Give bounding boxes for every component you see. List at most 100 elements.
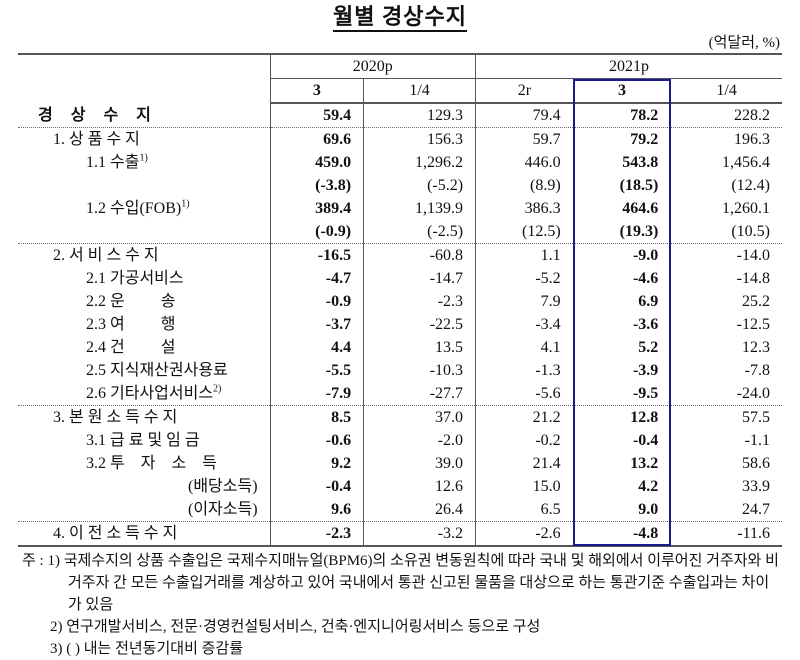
table-row: (-0.9) (-2.5) (12.5) (19.3) (10.5) [18, 220, 782, 244]
value-cell: 1,260.1 [670, 197, 782, 220]
row-label-text: 2.1 가공서비스 [86, 270, 184, 287]
value-cell: 12.3 [670, 336, 782, 359]
value-cell: (12.4) [670, 174, 782, 197]
row-label-text: 2.5 지식재산권사용료 [86, 362, 228, 379]
value-cell: 59.4 [269, 103, 364, 128]
value-cell: -16.5 [269, 243, 364, 267]
table-row: 1.2 수입(FOB)1) 389.4 1,139.9 386.3 464.6 1,260… [18, 197, 782, 220]
value-cell: -4.7 [269, 267, 364, 290]
note-text: 1) 국제수지의 상품 수출입은 국제수지매뉴얼(BPM6)의 소유권 변동원칙… [47, 553, 644, 569]
month-header: 1/4 [363, 78, 476, 104]
value-cell: -5.2 [475, 267, 574, 290]
year-header: 2021p [475, 53, 782, 79]
value-cell: 464.6 [572, 197, 671, 220]
value-cell: -1.3 [475, 359, 574, 382]
value-cell: -2.0 [363, 429, 476, 452]
row-label: 1.1 수출1) [18, 151, 270, 174]
value-cell: -11.6 [670, 521, 782, 547]
value-cell: (10.5) [670, 220, 782, 244]
value-cell: (18.5) [572, 174, 671, 197]
footnote-marker: 1) [181, 198, 190, 210]
value-cell: -5.5 [269, 359, 364, 382]
value-cell: 9.6 [269, 498, 364, 522]
value-cell: (8.9) [475, 174, 574, 197]
row-label: 2.2 운 송 [18, 290, 270, 313]
value-cell: -2.3 [269, 521, 364, 547]
value-cell: (-5.2) [363, 174, 476, 197]
value-cell: 57.5 [670, 405, 782, 429]
value-cell: -3.2 [363, 521, 476, 547]
table-row: 2.5 지식재산권사용료 -5.5 -10.3 -1.3 -3.9 -7.8 [18, 359, 782, 382]
value-cell: 37.0 [363, 405, 476, 429]
footnote-marker: 2) [213, 383, 222, 395]
value-cell: 446.0 [475, 151, 574, 174]
table-row: 1.1 수출1) 459.0 1,296.2 446.0 543.8 1,456.4 [18, 151, 782, 174]
row-label [18, 174, 270, 197]
note-text: 대상으로 하는 통관기준 수출입과는 차이가 있음 [68, 575, 770, 613]
month-header: 3 [269, 78, 364, 104]
value-cell: -3.9 [572, 359, 671, 382]
value-cell: 4.2 [572, 475, 671, 498]
value-cell: 1,456.4 [670, 151, 782, 174]
value-cell: -22.5 [363, 313, 476, 336]
value-cell: (12.5) [475, 220, 574, 244]
row-label: (이자소득) [18, 498, 271, 522]
value-cell: 13.2 [572, 452, 671, 475]
value-cell: -0.4 [572, 429, 671, 452]
row-label: 2.6 기타사업서비스2) [18, 382, 271, 406]
value-cell: 58.6 [670, 452, 782, 475]
value-cell: -14.8 [670, 267, 782, 290]
row-label: 2.3 여 행 [18, 313, 270, 336]
row-label-text: 2.6 기타사업서비스 [86, 385, 214, 402]
row-label: 1. 상 품 수 지 [18, 128, 270, 152]
row-label: 2.5 지식재산권사용료 [18, 359, 270, 382]
footnote-marker: 1) [139, 152, 148, 164]
value-cell: 7.9 [475, 290, 574, 313]
value-cell: 4.1 [475, 336, 574, 359]
value-cell: -14.7 [363, 267, 476, 290]
month-header: 1/4 [670, 78, 782, 104]
row-label-text: 1.2 수입(FOB) [86, 200, 182, 217]
note-text: 이루어진 거주자와 비거주자 간 모든 수출입거래를 계상하고 있어 국내에서 … [68, 553, 779, 591]
row-label-text: 2.3 여 행 [86, 316, 176, 333]
value-cell: 389.4 [269, 197, 364, 220]
value-cell: -12.5 [670, 313, 782, 336]
value-cell: 9.0 [572, 498, 671, 522]
value-cell: -9.0 [572, 243, 671, 267]
row-label: 1.2 수입(FOB)1) [18, 197, 270, 220]
value-cell: 9.2 [269, 452, 364, 475]
value-cell: 21.4 [475, 452, 574, 475]
value-cell: 6.5 [475, 498, 574, 522]
table-row: 2.1 가공서비스 -4.7 -14.7 -5.2 -4.6 -14.8 [18, 267, 782, 290]
value-cell: 1,296.2 [363, 151, 476, 174]
table-row: 2.3 여 행 -3.7 -22.5 -3.4 -3.6 -12.5 [18, 313, 782, 336]
value-cell: -2.3 [363, 290, 476, 313]
row-label [18, 220, 271, 244]
row-label-text: 3.1 급 료 및 임 금 [86, 432, 200, 449]
row-label: 3. 본 원 소 득 수 지 [18, 406, 270, 430]
row-label-text: 2. 서 비 스 수 지 [53, 247, 159, 264]
value-cell: (-0.9) [269, 220, 364, 244]
row-label: 3.1 급 료 및 임 금 [18, 429, 270, 452]
value-cell: (-3.8) [269, 174, 364, 197]
note-1: 주 : 1) 국제수지의 상품 수출입은 국제수지매뉴얼(BPM6)의 소유권 … [22, 550, 782, 616]
row-label-text: 1. 상 품 수 지 [53, 131, 140, 148]
corner-cell [18, 53, 271, 103]
row-label: 2.4 건 설 [18, 336, 270, 359]
row-label-text: 3.2 투 자 소 득 [86, 455, 217, 472]
table-row: 2.6 기타사업서비스2) -7.9 -27.7 -5.6 -9.5 -24.0 [18, 382, 782, 406]
value-cell: -14.0 [670, 243, 782, 267]
value-cell: 543.8 [572, 151, 671, 174]
value-cell: -0.2 [475, 429, 574, 452]
table-row: 2.4 건 설 4.4 13.5 4.1 5.2 12.3 [18, 336, 782, 359]
value-cell: 196.3 [670, 127, 782, 151]
table-row: 3. 본 원 소 득 수 지 8.5 37.0 21.2 12.8 57.5 [18, 405, 782, 430]
row-label-text: 1.1 수출 [86, 154, 140, 171]
row-label-text: 2.4 건 설 [86, 339, 176, 356]
value-cell: 21.2 [475, 405, 574, 429]
value-cell: -3.6 [572, 313, 671, 336]
value-cell: 78.2 [572, 103, 671, 128]
value-cell: -3.4 [475, 313, 574, 336]
value-cell: 25.2 [670, 290, 782, 313]
row-label: 4. 이 전 소 득 수 지 [18, 521, 271, 547]
